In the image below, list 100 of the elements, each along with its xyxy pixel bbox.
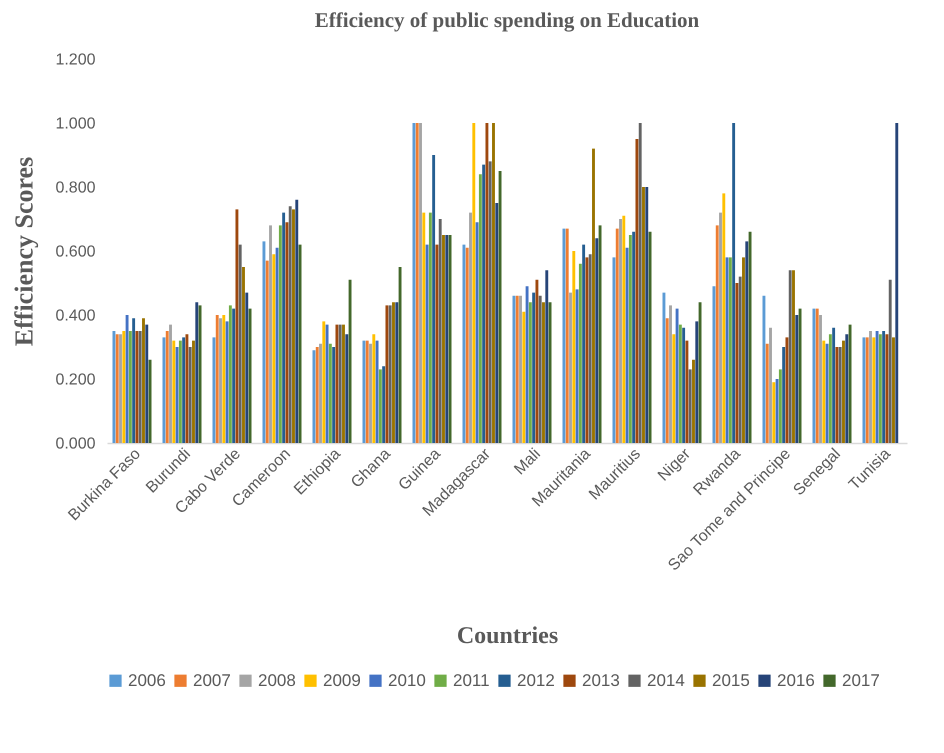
- bar: [512, 296, 516, 443]
- bar: [178, 340, 182, 443]
- legend-label: 2016: [777, 670, 815, 690]
- bar: [842, 340, 845, 443]
- bar: [682, 328, 686, 443]
- bar: [392, 302, 395, 443]
- bar: [462, 244, 466, 443]
- bar: [348, 280, 352, 443]
- bar: [248, 308, 252, 443]
- bar: [826, 344, 829, 443]
- bar: [726, 257, 729, 443]
- bar: [632, 232, 636, 443]
- y-tick-label: 0.800: [55, 180, 96, 196]
- bar: [685, 340, 688, 443]
- bar: [328, 344, 332, 443]
- bar: [376, 340, 379, 443]
- bar: [228, 305, 232, 443]
- bar: [442, 235, 445, 443]
- y-tick-label: 0.400: [55, 308, 96, 324]
- bar: [132, 318, 136, 443]
- bar: [369, 344, 372, 443]
- bar: [362, 340, 366, 443]
- y-tick-label: 1.000: [55, 116, 96, 132]
- bar: [398, 267, 402, 443]
- bar: [619, 219, 622, 443]
- bar: [728, 257, 732, 443]
- bar: [119, 334, 122, 443]
- bar: [848, 324, 852, 443]
- bar: [142, 318, 145, 443]
- bar: [382, 366, 386, 443]
- bar: [126, 315, 129, 443]
- bar: [482, 164, 486, 443]
- bar: [692, 360, 695, 443]
- bar: [312, 350, 316, 443]
- bar: [262, 241, 266, 443]
- bar: [176, 347, 179, 443]
- bar: [485, 123, 488, 443]
- bar: [498, 171, 502, 443]
- bar: [342, 324, 345, 443]
- legend-label: 2006: [128, 670, 166, 690]
- y-tick-label: 0.000: [55, 436, 96, 452]
- legend-label: 2015: [712, 670, 750, 690]
- bar: [742, 257, 745, 443]
- bar: [542, 302, 545, 443]
- legend-label: 2014: [647, 670, 685, 690]
- chart-title: Efficiency of public spending on Education: [314, 8, 700, 32]
- bar: [128, 331, 132, 443]
- bar: [885, 334, 888, 443]
- bar: [278, 225, 282, 443]
- bar: [169, 324, 172, 443]
- bar: [519, 296, 522, 443]
- bar: [792, 270, 795, 443]
- bar: [778, 369, 782, 443]
- bar: [882, 331, 886, 443]
- bar: [412, 123, 416, 443]
- legend-label: 2009: [323, 670, 361, 690]
- bar: [476, 222, 479, 443]
- bar: [642, 187, 645, 443]
- bar: [148, 360, 152, 443]
- bar: [526, 286, 529, 443]
- bar: [648, 232, 652, 443]
- y-tick-label: 1.200: [55, 52, 96, 68]
- bar: [812, 308, 816, 443]
- bar: [378, 369, 382, 443]
- bar: [548, 302, 552, 443]
- bar: [669, 305, 672, 443]
- bar: [626, 248, 629, 443]
- bar: [569, 292, 572, 443]
- bar: [276, 248, 279, 443]
- bar: [862, 337, 866, 443]
- bar: [112, 331, 116, 443]
- bar: [698, 302, 702, 443]
- legend-label: 2011: [453, 670, 490, 690]
- y-axis-title: Efficiency Scores: [9, 156, 38, 346]
- bar: [326, 324, 329, 443]
- bar: [185, 334, 188, 443]
- bar: [242, 267, 245, 443]
- bar: [628, 235, 632, 443]
- bar: [869, 331, 872, 443]
- bar: [219, 318, 222, 443]
- bar: [612, 257, 616, 443]
- bar: [592, 148, 595, 443]
- bar: [635, 139, 638, 443]
- legend-label: 2010: [388, 670, 426, 690]
- bar: [492, 123, 495, 443]
- bar: [578, 264, 582, 443]
- bar: [332, 347, 336, 443]
- bar: [819, 315, 822, 443]
- bar: [832, 328, 836, 443]
- bar: [448, 235, 452, 443]
- bar: [192, 340, 195, 443]
- bar: [892, 337, 895, 443]
- bar: [135, 331, 138, 443]
- bar: [735, 283, 738, 443]
- bar: [776, 379, 779, 443]
- bar: [435, 244, 438, 443]
- bar: [878, 334, 882, 443]
- bar: [719, 212, 722, 443]
- bar: [678, 324, 682, 443]
- bar: [785, 337, 788, 443]
